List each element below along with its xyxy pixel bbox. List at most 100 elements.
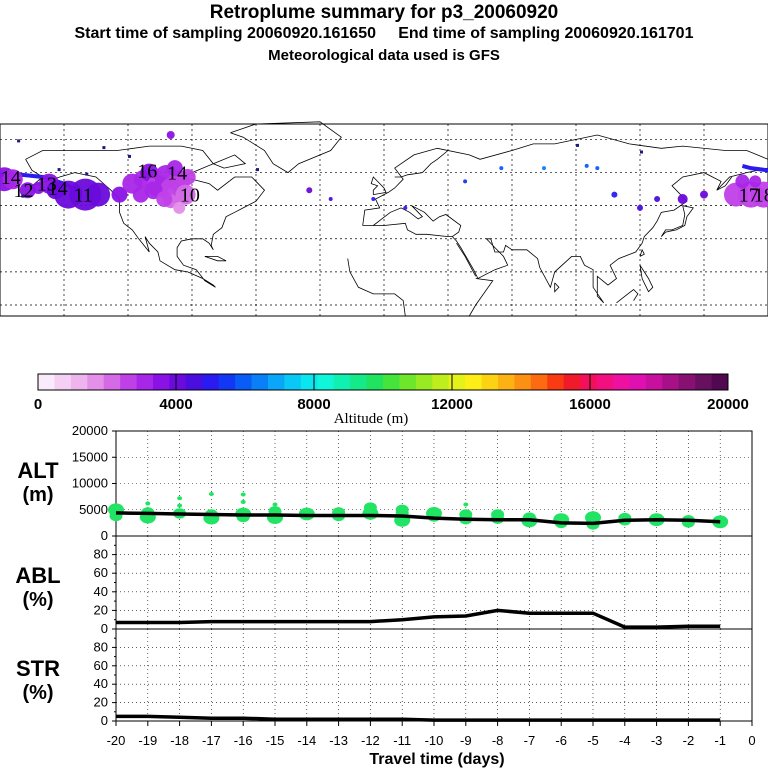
y-tick-label: 0 (101, 713, 108, 728)
plume-day-label: 16 (137, 160, 157, 182)
coastline-segment (204, 255, 227, 262)
met-note: Meteorological data used is GFS (268, 47, 500, 64)
coastline-segment (716, 176, 733, 191)
plume-marker (654, 196, 661, 202)
alt-scatter-point (585, 511, 601, 524)
plume-day-label: 10 (180, 185, 200, 207)
x-tick-label: -12 (361, 733, 380, 748)
colorbar-cell (202, 374, 220, 390)
colorbar-cell (284, 374, 302, 390)
coastline-segment (373, 205, 462, 237)
colorbar-cell (366, 374, 384, 390)
colorbar-cell (580, 374, 597, 390)
plume-markers (0, 131, 768, 214)
x-tick-label: -16 (234, 733, 253, 748)
colorbar-cell (678, 374, 696, 390)
y-axis-unit: (%) (22, 682, 53, 704)
coastline-segment (394, 150, 449, 178)
x-tick-label: -3 (651, 733, 663, 748)
series-line (115, 511, 721, 526)
plume-marker (403, 205, 408, 210)
coastline-segment (660, 205, 694, 237)
colorbar-cell (383, 374, 400, 390)
plume-speck (256, 168, 259, 172)
coastline-segment (468, 278, 494, 317)
coastline-segment (639, 264, 654, 293)
alt-scatter-point (459, 509, 473, 520)
alt-scatter-point (240, 492, 246, 497)
colorbar-cell (629, 374, 647, 390)
colorbar-cell (448, 374, 466, 390)
plume-marker (86, 182, 111, 207)
x-tick-label: -8 (492, 733, 504, 748)
plume-marker (111, 186, 128, 203)
coastline-segment (554, 282, 560, 293)
x-tick-label: -17 (202, 733, 221, 748)
x-tick-label: -13 (329, 733, 348, 748)
coastline-segment (456, 242, 477, 277)
colorbar-cell (596, 374, 614, 390)
plume-speck (102, 146, 106, 150)
colorbar-cell (350, 374, 367, 390)
y-axis-label: ALT (17, 458, 59, 483)
colorbar-cell (530, 374, 548, 390)
colorbar-cell (54, 374, 72, 390)
plume-marker (595, 166, 600, 171)
panel-alt: 20000 15000 10000 5000 0 ALT(m) (17, 423, 753, 543)
colorbar-cell (547, 374, 565, 390)
colorbar-cell (613, 374, 630, 390)
plume-marker (132, 186, 149, 203)
coastline-segment (230, 121, 342, 174)
y-tick-label: 0 (101, 621, 108, 636)
colorbar-cell (251, 374, 269, 390)
y-tick-label: 20 (94, 602, 108, 617)
x-tick-label: -15 (266, 733, 285, 748)
colorbar-cell (87, 374, 105, 390)
colorbar-cell (645, 374, 663, 390)
plume-marker (306, 187, 313, 194)
colorbar-cell (695, 374, 712, 390)
y-axis-label: STR (16, 656, 60, 681)
plume-speck (85, 172, 89, 176)
coastline-segment (213, 154, 247, 169)
plume-marker (542, 166, 546, 171)
x-tick-label: -6 (555, 733, 567, 748)
plume-day-label: 12 (14, 180, 34, 202)
colorbar-cell (317, 374, 335, 390)
colorbar-cell (399, 374, 417, 390)
y-tick-label: 15000 (72, 449, 108, 464)
x-tick-label: -18 (170, 733, 189, 748)
plume-marker (637, 204, 643, 211)
y-tick-label: 10000 (72, 476, 108, 491)
plume-day-label: 11 (74, 185, 93, 207)
colorbar-cell (498, 374, 515, 390)
colorbar-tick-label: 8000 (297, 396, 330, 413)
y-tick-label: 60 (94, 565, 108, 580)
colorbar-cell (120, 374, 137, 390)
colorbar-tick-label: 4000 (159, 396, 192, 413)
plume-speck (640, 150, 643, 154)
colorbar-cell (169, 374, 187, 390)
colorbar-cell (185, 374, 203, 390)
coastline-segment (639, 248, 645, 257)
panel-abl: 80 60 40 20 0 ABL(%) (15, 535, 753, 636)
plume-speck (576, 143, 579, 147)
y-axis-unit: (m) (22, 484, 53, 506)
plume-day-label: 17 (739, 185, 759, 207)
colorbar-tick-label: 0 (34, 396, 42, 413)
plume-marker (166, 160, 183, 177)
alt-scatter-point (395, 504, 409, 515)
plume-marker (166, 131, 175, 139)
x-tick-label: -11 (393, 733, 411, 748)
sampling-times: Start time of sampling 20060920.161650 E… (74, 25, 694, 42)
plume-marker (677, 194, 688, 204)
x-tick-label: -20 (107, 733, 126, 748)
plume-speck (57, 168, 61, 172)
colorbar-cell (103, 374, 121, 390)
series-line (116, 608, 721, 629)
coastline-segment (362, 134, 768, 226)
x-axis: -20 -19 -18 -17 -16 -15 -14 -13 -12 -11 -10 -9 -8 -7-… (107, 721, 756, 768)
colorbar-cell (38, 374, 55, 390)
plume-marker (371, 197, 376, 201)
panel-frame (115, 628, 753, 722)
